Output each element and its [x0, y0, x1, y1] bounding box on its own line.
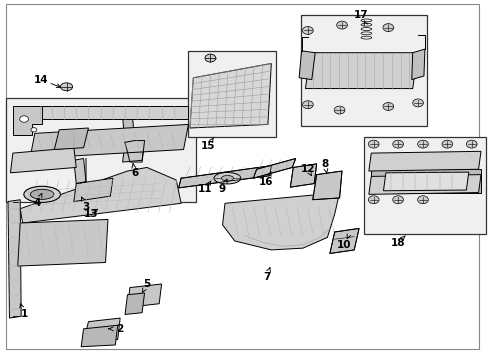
- Text: 15: 15: [200, 141, 215, 151]
- Polygon shape: [178, 166, 271, 188]
- Polygon shape: [125, 293, 144, 315]
- Text: 13: 13: [83, 209, 98, 219]
- Ellipse shape: [302, 27, 313, 35]
- Polygon shape: [83, 318, 120, 341]
- Ellipse shape: [61, 83, 73, 91]
- Polygon shape: [35, 107, 188, 119]
- Polygon shape: [74, 158, 86, 184]
- Polygon shape: [290, 164, 316, 187]
- Polygon shape: [30, 125, 188, 158]
- Ellipse shape: [382, 103, 393, 111]
- Polygon shape: [368, 175, 480, 194]
- Text: 16: 16: [259, 177, 273, 187]
- Polygon shape: [8, 200, 21, 318]
- Text: 11: 11: [198, 184, 212, 194]
- Ellipse shape: [466, 140, 476, 148]
- Text: 2: 2: [116, 324, 123, 334]
- Text: 7: 7: [262, 272, 269, 282]
- Text: 18: 18: [390, 238, 405, 248]
- Ellipse shape: [417, 140, 427, 148]
- Ellipse shape: [333, 106, 344, 114]
- Polygon shape: [54, 128, 88, 149]
- Text: 9: 9: [219, 184, 225, 194]
- Ellipse shape: [204, 54, 215, 62]
- Polygon shape: [10, 148, 76, 173]
- Ellipse shape: [392, 196, 403, 204]
- Ellipse shape: [302, 101, 313, 109]
- Polygon shape: [122, 116, 135, 142]
- Ellipse shape: [336, 21, 346, 29]
- Text: 14: 14: [33, 75, 48, 85]
- Polygon shape: [74, 178, 113, 202]
- Ellipse shape: [367, 140, 378, 148]
- Polygon shape: [18, 220, 108, 266]
- Polygon shape: [253, 158, 295, 178]
- Polygon shape: [411, 49, 424, 80]
- Polygon shape: [329, 228, 358, 253]
- Ellipse shape: [221, 176, 233, 181]
- Ellipse shape: [30, 189, 54, 199]
- Polygon shape: [189, 63, 271, 128]
- Ellipse shape: [31, 128, 37, 132]
- Text: 8: 8: [321, 159, 328, 169]
- Polygon shape: [81, 325, 118, 347]
- Ellipse shape: [392, 140, 403, 148]
- Text: 6: 6: [131, 168, 138, 178]
- Polygon shape: [305, 53, 417, 89]
- Polygon shape: [383, 172, 468, 191]
- Polygon shape: [20, 167, 181, 223]
- Text: 17: 17: [353, 10, 368, 20]
- Bar: [363, 137, 485, 234]
- Bar: [5, 98, 195, 202]
- Ellipse shape: [367, 196, 378, 204]
- Bar: [300, 15, 427, 126]
- Bar: [188, 51, 276, 137]
- Polygon shape: [368, 151, 480, 171]
- Ellipse shape: [20, 116, 28, 122]
- Polygon shape: [370, 169, 480, 193]
- Ellipse shape: [24, 186, 61, 202]
- Ellipse shape: [417, 196, 427, 204]
- Polygon shape: [127, 284, 161, 307]
- Polygon shape: [312, 171, 341, 200]
- Text: 3: 3: [82, 202, 89, 212]
- Polygon shape: [13, 107, 42, 135]
- Ellipse shape: [412, 99, 423, 107]
- Text: 12: 12: [300, 164, 314, 174]
- Ellipse shape: [382, 24, 393, 32]
- Text: 5: 5: [143, 279, 150, 289]
- Text: 10: 10: [337, 239, 351, 249]
- Text: 4: 4: [34, 198, 41, 208]
- Ellipse shape: [441, 140, 452, 148]
- Ellipse shape: [214, 172, 241, 184]
- Polygon shape: [299, 51, 315, 80]
- Text: 1: 1: [20, 310, 28, 319]
- Polygon shape: [122, 140, 144, 162]
- Polygon shape: [222, 193, 339, 250]
